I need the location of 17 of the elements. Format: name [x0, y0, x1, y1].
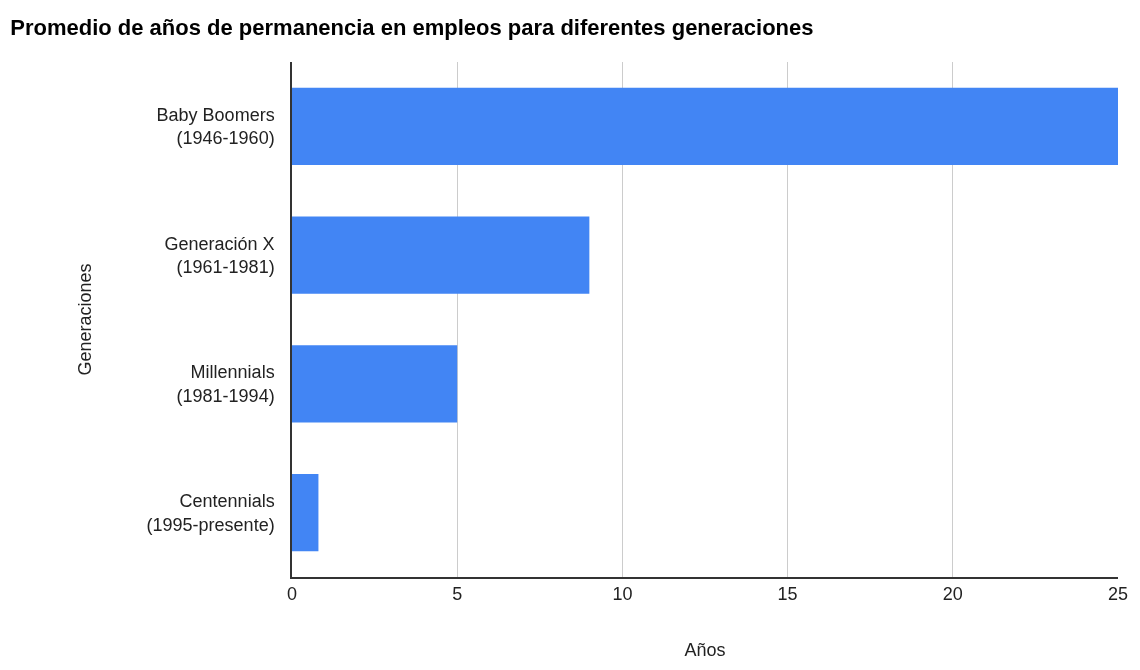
bar: [292, 474, 319, 552]
bar: [292, 87, 1118, 165]
x-tick-label: 25: [1107, 584, 1129, 605]
y-tick-label: Baby Boomers (1946-1960): [156, 104, 275, 149]
bar: [292, 345, 458, 423]
y-axis-title: Generaciones: [75, 263, 96, 376]
x-tick-label: 0: [286, 584, 298, 605]
x-tick-label: 20: [942, 584, 963, 605]
x-tick-label: 10: [612, 584, 633, 605]
x-tick-label: 15: [777, 584, 798, 605]
bar: [292, 216, 590, 294]
x-tick-label: 5: [452, 584, 463, 605]
y-tick-label: Generación X (1961-1981): [164, 233, 275, 278]
y-tick-label: Millennials (1981-1994): [176, 362, 275, 406]
y-tick-label: Centennials (1995-presente): [146, 491, 275, 535]
x-axis-title: Años: [684, 639, 726, 660]
chart-title: Promedio de años de permanencia en empleos para diferentes generaciones: [10, 14, 814, 40]
